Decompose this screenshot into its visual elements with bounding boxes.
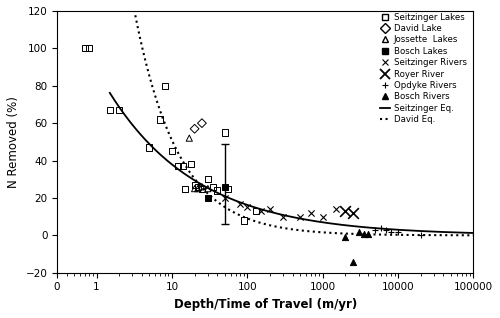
Point [220,130,228,135]
Point [198,186,206,191]
Point [198,121,206,126]
Point [348,259,356,264]
Point [204,196,212,201]
Point [342,235,349,240]
Point [256,209,264,214]
Point [106,107,114,113]
Point [204,186,212,191]
Point [156,117,164,122]
Y-axis label: N Removed (%): N Removed (%) [7,96,20,188]
Point [364,231,372,236]
Point [174,164,182,169]
Point [160,83,168,88]
Point [194,186,202,191]
Point [307,211,315,216]
Point [236,201,244,206]
Point [240,218,248,223]
Point [209,184,217,189]
Point [280,214,287,219]
Point [85,46,93,51]
Point [244,205,252,210]
Point [145,145,153,150]
Point [186,135,194,141]
Point [190,186,198,191]
Point [296,214,304,219]
Point [417,233,425,238]
Point [382,227,390,232]
Point [387,229,395,234]
X-axis label: Depth/Time of Travel (m/yr): Depth/Time of Travel (m/yr) [174,298,357,311]
Point [194,184,202,189]
Point [348,211,356,216]
Point [198,184,206,189]
Point [220,184,228,189]
Point [181,186,189,191]
Point [332,207,340,212]
Point [190,126,198,131]
Point [394,229,402,234]
Point [179,164,187,169]
Point [378,225,386,231]
Point [187,162,195,167]
Point [342,209,349,214]
Point [318,214,326,219]
Point [354,229,362,234]
Legend: Seitzinger Lakes, David Lake, Jossette  Lakes, Bosch Lakes, Seitzinger Rivers, R: Seitzinger Lakes, David Lake, Jossette L… [377,10,469,127]
Point [204,177,212,182]
Point [190,182,198,187]
Point [360,231,368,236]
Point [266,207,274,212]
Point [372,227,380,232]
Point [224,186,232,191]
Point [220,196,228,201]
Point [252,209,260,214]
Point [81,46,89,51]
Point [214,188,222,193]
Point [168,149,176,154]
Point [115,107,123,113]
